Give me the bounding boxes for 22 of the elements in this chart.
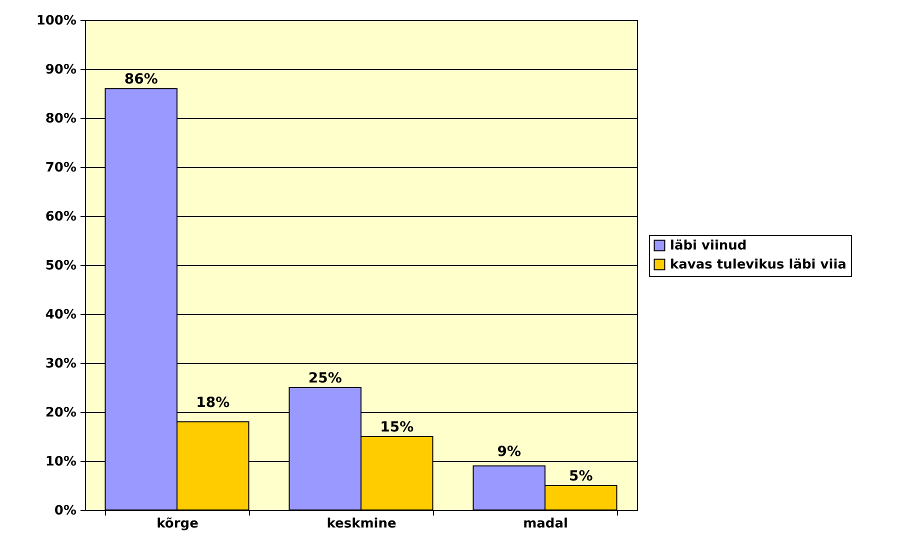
data-label: 15% bbox=[380, 420, 414, 436]
data-label: 25% bbox=[308, 370, 342, 386]
y-tick-label: 90% bbox=[45, 62, 76, 78]
legend-label: kavas tulevikus läbi viia bbox=[670, 258, 846, 272]
data-label: 18% bbox=[196, 394, 230, 411]
y-tick-label: 30% bbox=[45, 356, 76, 372]
y-tick-label: 50% bbox=[45, 258, 76, 274]
legend-label: läbi viinud bbox=[670, 238, 747, 254]
y-tick-label: 100% bbox=[36, 14, 76, 28]
y-tick-label: 10% bbox=[45, 454, 76, 470]
y-tick-label: 70% bbox=[45, 160, 76, 176]
data-label: 86% bbox=[124, 72, 158, 88]
y-tick-label: 0% bbox=[54, 504, 76, 518]
data-label: 5% bbox=[568, 468, 593, 484]
y-tick-label: 60% bbox=[45, 210, 76, 224]
y-tick-label: 80% bbox=[45, 112, 76, 126]
y-tick-label: 40% bbox=[45, 308, 76, 322]
x-tick-label: keskmine bbox=[326, 516, 396, 532]
data-label: 9% bbox=[497, 444, 522, 460]
x-tick-label: madal bbox=[523, 516, 568, 532]
x-tick-label: kõrge bbox=[156, 516, 199, 532]
y-tick-label: 20% bbox=[45, 406, 76, 420]
